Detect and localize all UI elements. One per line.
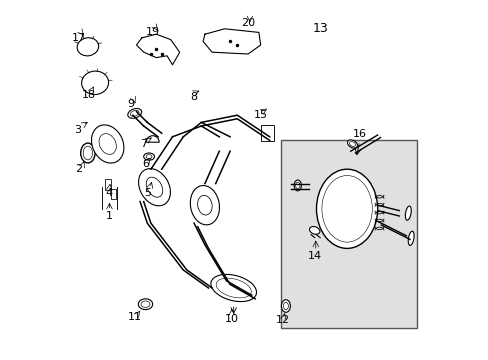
Text: 20: 20	[241, 18, 255, 28]
Ellipse shape	[283, 302, 288, 310]
Ellipse shape	[295, 182, 299, 189]
FancyBboxPatch shape	[105, 179, 111, 190]
FancyBboxPatch shape	[110, 189, 115, 199]
Text: 8: 8	[190, 92, 197, 102]
Ellipse shape	[146, 177, 163, 197]
Ellipse shape	[281, 300, 290, 312]
Ellipse shape	[197, 195, 212, 215]
Ellipse shape	[321, 176, 371, 242]
FancyBboxPatch shape	[280, 140, 416, 328]
Text: 17: 17	[72, 33, 86, 43]
Ellipse shape	[99, 134, 116, 154]
Ellipse shape	[407, 231, 413, 246]
Text: 16: 16	[352, 129, 366, 139]
Ellipse shape	[83, 146, 92, 160]
Ellipse shape	[146, 155, 152, 159]
Ellipse shape	[141, 301, 150, 307]
Text: 19: 19	[145, 27, 160, 37]
Text: 9: 9	[127, 99, 134, 109]
Ellipse shape	[190, 185, 219, 225]
Ellipse shape	[81, 143, 95, 163]
Wedge shape	[146, 136, 159, 142]
Text: 10: 10	[224, 314, 239, 324]
Ellipse shape	[138, 168, 170, 206]
Text: 13: 13	[311, 22, 327, 35]
Ellipse shape	[216, 278, 251, 298]
Ellipse shape	[347, 140, 357, 148]
Ellipse shape	[309, 226, 319, 234]
Ellipse shape	[405, 206, 410, 220]
Ellipse shape	[130, 111, 139, 116]
Text: 15: 15	[253, 110, 267, 120]
Ellipse shape	[127, 108, 142, 118]
Text: 6: 6	[142, 159, 149, 169]
Ellipse shape	[81, 71, 108, 95]
Text: 11: 11	[127, 312, 142, 322]
Text: 7: 7	[140, 139, 147, 149]
Text: 5: 5	[143, 188, 150, 198]
Ellipse shape	[210, 274, 256, 302]
Ellipse shape	[77, 38, 99, 56]
Text: 1: 1	[106, 211, 113, 221]
Ellipse shape	[143, 153, 154, 160]
Text: 12: 12	[275, 315, 289, 325]
FancyBboxPatch shape	[260, 125, 273, 141]
Text: 3: 3	[75, 125, 81, 135]
Ellipse shape	[138, 299, 152, 310]
Ellipse shape	[349, 141, 355, 147]
Ellipse shape	[91, 125, 123, 163]
Ellipse shape	[294, 180, 301, 191]
Text: 18: 18	[82, 90, 96, 100]
Text: 2: 2	[75, 164, 82, 174]
Text: 4: 4	[106, 188, 113, 198]
Text: 14: 14	[307, 251, 321, 261]
Ellipse shape	[316, 169, 377, 248]
